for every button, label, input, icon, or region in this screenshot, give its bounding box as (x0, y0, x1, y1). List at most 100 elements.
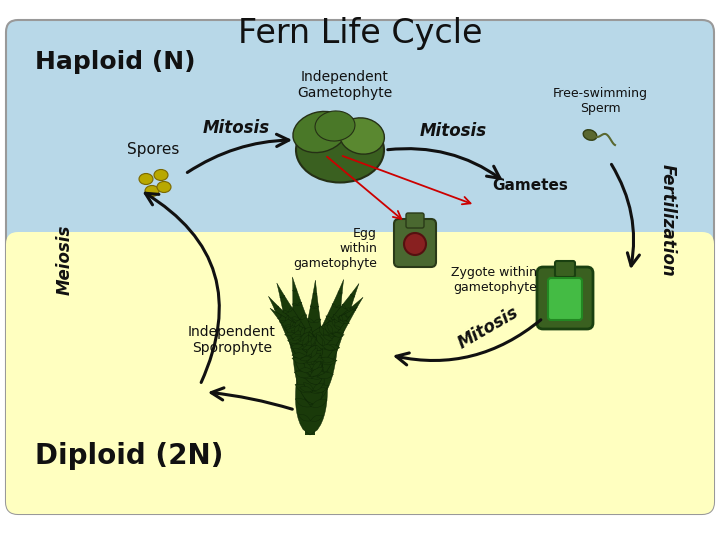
Polygon shape (295, 290, 297, 291)
Polygon shape (323, 345, 335, 350)
Polygon shape (299, 307, 357, 357)
Text: Diploid (2N): Diploid (2N) (35, 442, 223, 470)
Polygon shape (287, 339, 300, 343)
Polygon shape (309, 347, 318, 360)
Polygon shape (312, 358, 327, 365)
Polygon shape (345, 313, 346, 316)
Polygon shape (311, 336, 315, 346)
Polygon shape (340, 293, 343, 294)
Polygon shape (300, 356, 311, 361)
Polygon shape (291, 343, 305, 349)
Polygon shape (305, 350, 315, 435)
Polygon shape (301, 327, 305, 336)
Polygon shape (307, 319, 314, 322)
Polygon shape (316, 335, 325, 347)
Ellipse shape (293, 111, 347, 153)
Polygon shape (308, 335, 312, 346)
Polygon shape (280, 315, 282, 318)
Polygon shape (312, 385, 328, 393)
Polygon shape (303, 335, 309, 346)
Polygon shape (311, 348, 318, 357)
Polygon shape (279, 320, 286, 323)
Polygon shape (292, 303, 297, 306)
Polygon shape (311, 400, 327, 407)
Ellipse shape (340, 118, 384, 154)
Polygon shape (323, 335, 333, 340)
Polygon shape (284, 325, 294, 328)
Polygon shape (310, 415, 323, 421)
Polygon shape (332, 319, 335, 326)
Polygon shape (332, 304, 336, 307)
Polygon shape (317, 334, 323, 346)
Text: Gametes: Gametes (492, 178, 568, 192)
Circle shape (404, 233, 426, 255)
Polygon shape (309, 353, 321, 363)
Polygon shape (292, 353, 306, 358)
Polygon shape (289, 307, 293, 312)
Polygon shape (270, 308, 323, 356)
Polygon shape (304, 382, 314, 391)
Polygon shape (294, 325, 299, 333)
Polygon shape (318, 373, 333, 379)
Polygon shape (312, 383, 323, 391)
Polygon shape (306, 345, 316, 356)
Text: Free-swimming
Sperm: Free-swimming Sperm (552, 87, 647, 115)
Polygon shape (320, 326, 324, 336)
Polygon shape (282, 310, 289, 313)
Polygon shape (351, 306, 353, 309)
Polygon shape (277, 306, 279, 308)
Polygon shape (284, 327, 291, 329)
Polygon shape (333, 319, 341, 322)
Polygon shape (353, 309, 356, 310)
FancyBboxPatch shape (6, 20, 714, 514)
Polygon shape (269, 296, 322, 370)
Polygon shape (343, 321, 349, 324)
Ellipse shape (157, 181, 171, 192)
Polygon shape (315, 293, 317, 294)
Polygon shape (290, 321, 293, 327)
Polygon shape (338, 320, 348, 323)
FancyBboxPatch shape (555, 261, 575, 277)
Polygon shape (304, 362, 312, 372)
Polygon shape (336, 306, 341, 308)
Polygon shape (300, 315, 307, 320)
Text: Egg
within
gametophyte: Egg within gametophyte (293, 226, 377, 269)
Ellipse shape (139, 173, 153, 185)
Polygon shape (294, 371, 310, 378)
Polygon shape (305, 340, 317, 348)
Polygon shape (278, 318, 280, 319)
Polygon shape (318, 357, 334, 363)
FancyBboxPatch shape (406, 213, 424, 228)
Polygon shape (346, 316, 349, 318)
Polygon shape (298, 357, 312, 364)
Polygon shape (300, 332, 309, 341)
Polygon shape (300, 297, 363, 371)
Polygon shape (313, 345, 325, 351)
Text: Fertilization: Fertilization (659, 164, 677, 276)
FancyBboxPatch shape (394, 219, 436, 267)
Ellipse shape (145, 186, 159, 197)
Text: Haploid (N): Haploid (N) (35, 50, 196, 74)
Polygon shape (284, 332, 294, 336)
Polygon shape (329, 332, 341, 336)
Polygon shape (302, 327, 312, 334)
Polygon shape (295, 384, 312, 393)
Polygon shape (286, 315, 289, 321)
Polygon shape (291, 330, 302, 335)
Polygon shape (352, 296, 355, 297)
Polygon shape (298, 415, 310, 421)
Polygon shape (295, 399, 311, 407)
Polygon shape (301, 284, 359, 385)
Polygon shape (302, 346, 312, 350)
Polygon shape (292, 317, 300, 320)
Polygon shape (325, 325, 332, 334)
Text: Mitosis: Mitosis (454, 303, 521, 352)
Polygon shape (312, 345, 321, 350)
Polygon shape (326, 316, 333, 321)
Polygon shape (300, 368, 312, 373)
FancyBboxPatch shape (6, 232, 714, 514)
Polygon shape (333, 333, 343, 337)
Polygon shape (312, 371, 328, 379)
Polygon shape (320, 328, 329, 335)
Polygon shape (310, 367, 323, 376)
